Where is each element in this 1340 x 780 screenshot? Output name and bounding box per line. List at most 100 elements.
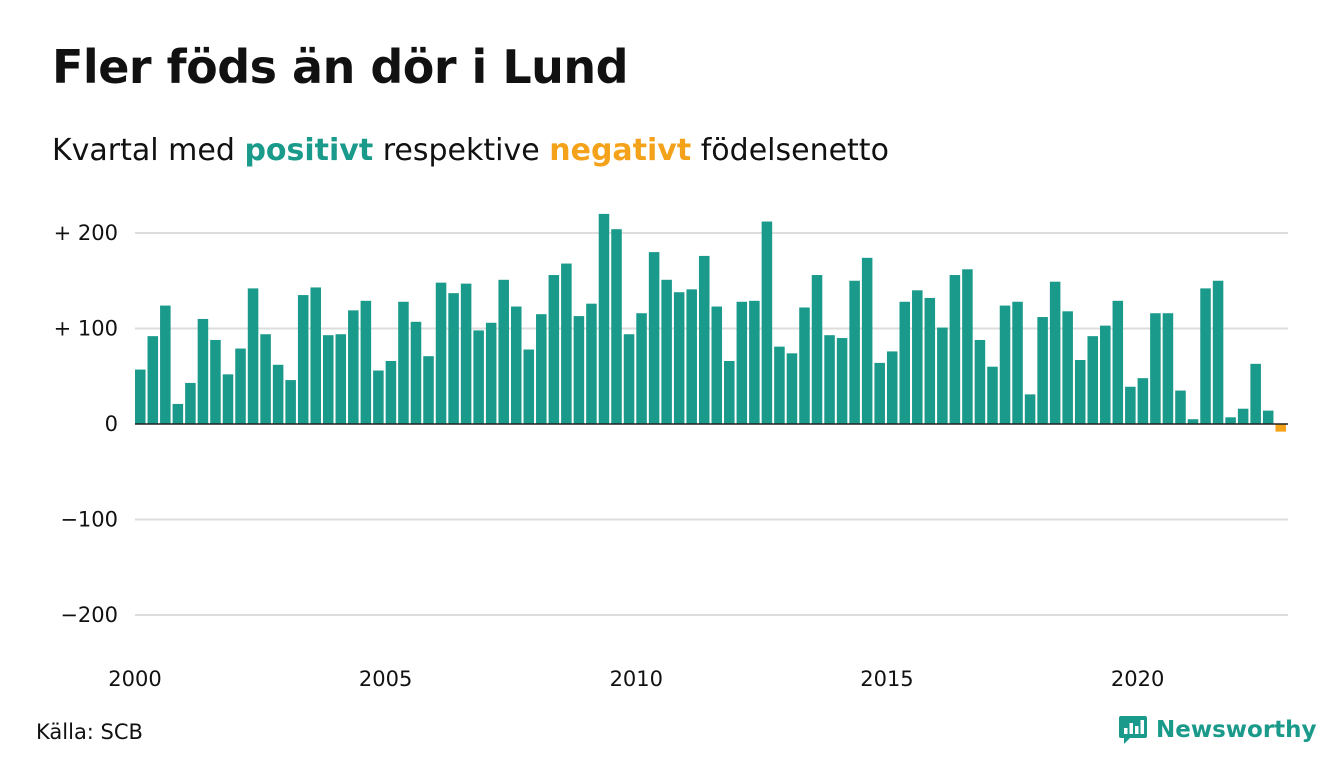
bar-positive <box>1062 311 1073 424</box>
bar-positive <box>1187 419 1199 424</box>
subtitle-negative-label: negativt <box>549 133 692 168</box>
bar-positive <box>811 275 823 424</box>
bar-positive <box>999 305 1011 424</box>
bar-positive <box>924 297 936 424</box>
bar-positive <box>435 282 447 424</box>
bar-positive <box>774 346 785 424</box>
bar-positive <box>197 318 209 424</box>
bar-positive <box>1212 280 1224 424</box>
bar-positive <box>460 283 472 424</box>
newsworthy-logo-icon <box>1119 716 1147 744</box>
bar-positive <box>1087 336 1099 424</box>
bar-positive <box>247 288 259 424</box>
brand-logo: Newsworthy <box>1118 714 1317 746</box>
y-tick-label: + 200 <box>54 221 118 245</box>
subtitle-middle: respektive <box>382 133 540 168</box>
bar-positive <box>974 339 986 424</box>
bar-positive <box>498 279 509 424</box>
x-tick-label: 2010 <box>610 667 663 691</box>
subtitle-end: födelsenetto <box>700 133 889 168</box>
bar-positive <box>648 252 660 424</box>
x-tick-label: 2005 <box>359 667 412 691</box>
bar-positive <box>360 300 372 424</box>
bar-positive <box>1200 288 1211 424</box>
bar-positive <box>1074 360 1086 424</box>
brand-name: Newsworthy <box>1156 717 1317 743</box>
bar-positive <box>172 403 184 424</box>
axis-labels: + 200 + 100 0 −100 −200 2000 2005 2010 2015 2020 <box>54 221 1165 691</box>
bar-positive <box>1175 390 1186 424</box>
bar-positive <box>573 316 585 424</box>
bar-positive <box>285 380 296 424</box>
bar-positive <box>536 314 547 424</box>
y-tick-label: + 100 <box>54 317 118 341</box>
bar-positive <box>962 269 973 424</box>
bar-positive <box>987 366 998 424</box>
bar-positive <box>698 255 710 424</box>
bar-positive <box>1150 313 1161 424</box>
y-tick-label: −100 <box>60 508 118 532</box>
bar-positive <box>1125 386 1136 424</box>
bar-positive <box>423 356 434 424</box>
bar-positive <box>686 289 697 424</box>
bar-positive <box>373 370 384 424</box>
bar-positive <box>410 321 422 424</box>
bar-positive <box>949 275 961 424</box>
bar-positive <box>836 338 848 424</box>
bar-positive <box>1100 325 1111 424</box>
bar-positive <box>1250 363 1261 424</box>
bar-positive <box>1237 408 1249 424</box>
bar-positive <box>1112 300 1124 424</box>
bar-positive <box>824 335 835 424</box>
bar-positive <box>799 307 810 424</box>
bar-positive <box>310 287 321 424</box>
bar-positive <box>861 257 873 424</box>
bar-positive <box>222 374 234 424</box>
chart-title: Fler föds än dör i Lund <box>52 40 629 94</box>
bar-positive <box>548 275 560 424</box>
bar-chart: + 200 + 100 0 −100 −200 2000 2005 2010 2015 2020 <box>54 213 1288 691</box>
bar-positive <box>623 334 635 424</box>
bar-negative <box>1275 424 1286 432</box>
x-tick-label: 2000 <box>108 667 161 691</box>
bar-positive <box>147 336 159 424</box>
bar-positive <box>724 360 735 424</box>
bar-positive <box>210 339 221 424</box>
subtitle-start: Kvartal med <box>52 133 235 168</box>
bar-positive <box>1225 417 1236 424</box>
subtitle-positive-label: positivt <box>244 133 374 168</box>
bar-positive <box>736 301 748 424</box>
bar-positive <box>1024 394 1036 424</box>
bar-positive <box>398 301 409 424</box>
bar-positive <box>1049 281 1061 424</box>
bar-positive <box>1137 378 1149 424</box>
bar-positive <box>711 306 723 424</box>
bar-positive <box>561 263 572 424</box>
bar-positive <box>485 322 497 424</box>
bar-positive <box>636 313 647 424</box>
bar-positive <box>937 327 948 424</box>
bar-positive <box>598 213 610 424</box>
bar-positive <box>385 360 397 424</box>
bar-positive <box>272 364 284 424</box>
bar-positive <box>874 362 885 424</box>
bar-positive <box>761 221 773 424</box>
bar-positive <box>348 310 359 424</box>
bar-positive <box>297 295 309 424</box>
bar-positive <box>849 280 860 424</box>
bar-positive <box>1262 410 1274 424</box>
bar-positive <box>1012 301 1023 424</box>
bar-positive <box>912 290 923 424</box>
x-tick-label: 2020 <box>1111 667 1164 691</box>
bar-positive <box>322 335 334 424</box>
chart-subtitle: Kvartal med positivt respektive negativt… <box>52 133 889 168</box>
bar-positive <box>1037 317 1048 424</box>
bar-positive <box>135 369 146 424</box>
bar-positive <box>335 334 347 424</box>
bar-positive <box>786 353 798 424</box>
bar-positive <box>185 382 196 424</box>
bar-positive <box>661 279 672 424</box>
bar-positive <box>160 305 171 424</box>
bar-positive <box>523 349 535 424</box>
bar-positive <box>260 334 271 424</box>
